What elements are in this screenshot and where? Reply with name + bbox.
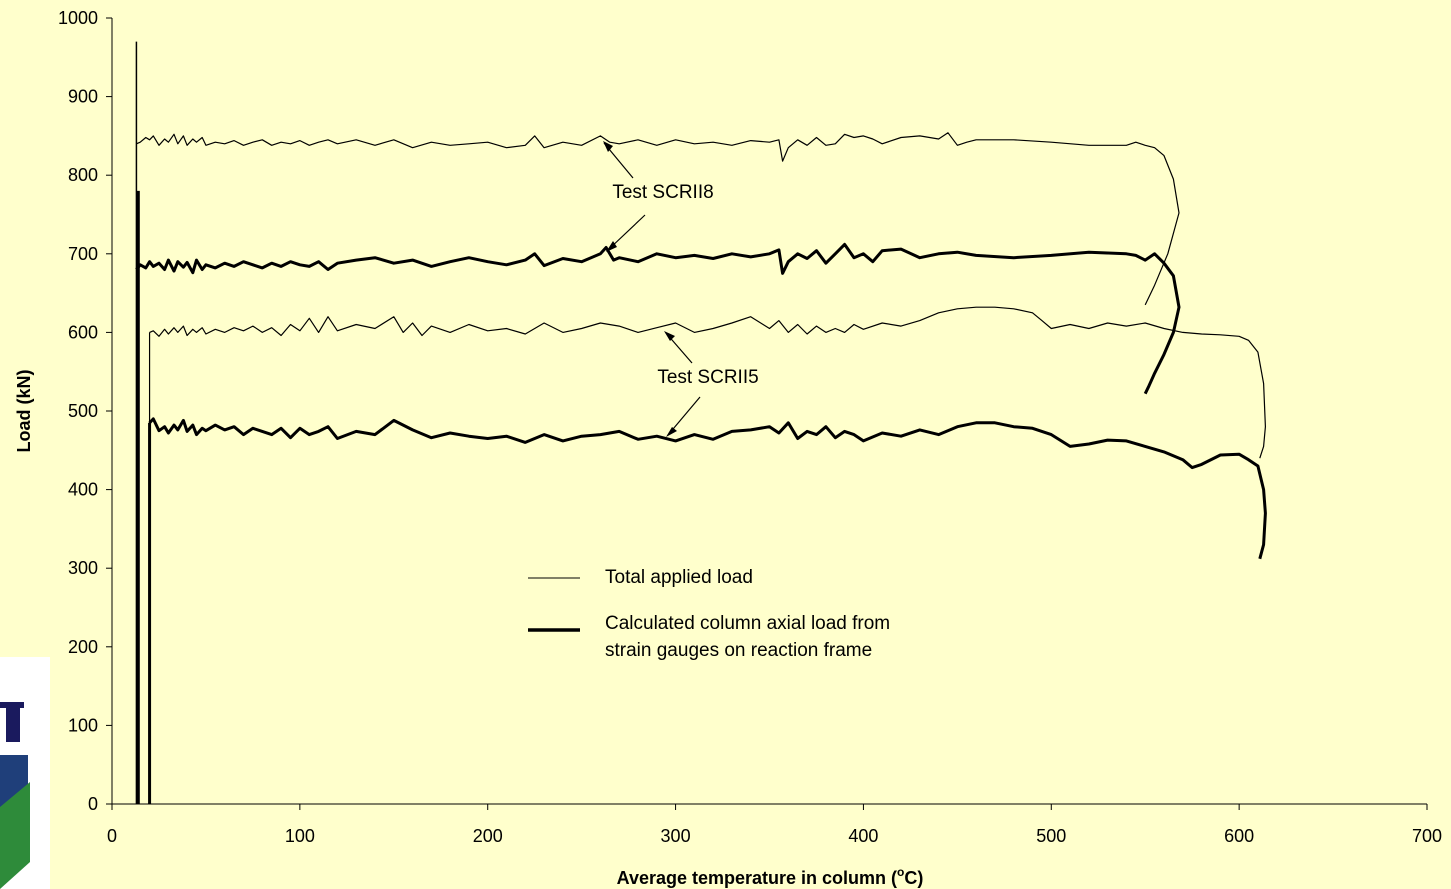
x-tick-label: 100 <box>285 826 315 846</box>
y-axis-title: Load (kN) <box>14 369 34 452</box>
series-line-3-thin <box>149 306 1267 459</box>
series-line-4-thick <box>148 417 1267 560</box>
y-tick-label: 1000 <box>58 8 98 28</box>
y-tick-label: 600 <box>68 322 98 342</box>
annotation-scrii8-label: Test SCRII8 <box>612 182 713 203</box>
series-group <box>135 41 1267 804</box>
x-tick-label: 500 <box>1036 826 1066 846</box>
x-tick-label: 600 <box>1224 826 1254 846</box>
legend-label-axial-load-line1: Calculated column axial load from <box>605 613 890 634</box>
annotation-arrowhead <box>606 241 617 252</box>
y-tick-label: 400 <box>68 480 98 500</box>
x-tick-label: 300 <box>661 826 691 846</box>
x-tick-label: 200 <box>473 826 503 846</box>
x-tick-label: 700 <box>1412 826 1442 846</box>
axes <box>111 18 1427 805</box>
y-tick-label: 900 <box>68 87 98 107</box>
annotation-scrii8: Test SCRII8 <box>603 141 714 252</box>
y-tick-label: 200 <box>68 637 98 657</box>
x-tick-label: 400 <box>848 826 878 846</box>
y-tick-label: 100 <box>68 715 98 735</box>
legend-label-axial-load-line2: strain gauges on reaction frame <box>605 640 872 661</box>
x-axis-title-sup: o <box>897 865 904 879</box>
x-tick-label: 0 <box>107 826 117 846</box>
y-tick-label: 700 <box>68 244 98 264</box>
logo-icon <box>0 702 30 889</box>
legend: Total applied load Calculated column axi… <box>528 567 890 661</box>
y-tick-label: 300 <box>68 558 98 578</box>
annotation-scrii5: Test SCRII5 <box>657 331 759 437</box>
annotation-scrii5-label: Test SCRII5 <box>657 367 758 388</box>
x-axis-title-tail: C) <box>904 868 923 888</box>
annotation-arrowhead <box>666 427 677 437</box>
ticks: 0 100 200 300 400 500 600 700 0 100 200 300 400 500 60… <box>58 8 1442 846</box>
series-line-1-thin <box>136 132 1180 306</box>
annotation-arrowhead <box>603 141 613 152</box>
y-tick-label: 800 <box>68 165 98 185</box>
logo-fragment <box>0 657 50 889</box>
series-line-2-thick <box>135 242 1181 395</box>
y-tick-label: 0 <box>88 794 98 814</box>
x-axis-title-text: Average temperature in column ( <box>617 868 897 888</box>
y-tick-label: 500 <box>68 401 98 421</box>
x-axis-title: Average temperature in column (oC) <box>617 865 924 888</box>
annotation-arrowhead <box>664 331 675 341</box>
legend-label-total-load: Total applied load <box>605 567 753 588</box>
